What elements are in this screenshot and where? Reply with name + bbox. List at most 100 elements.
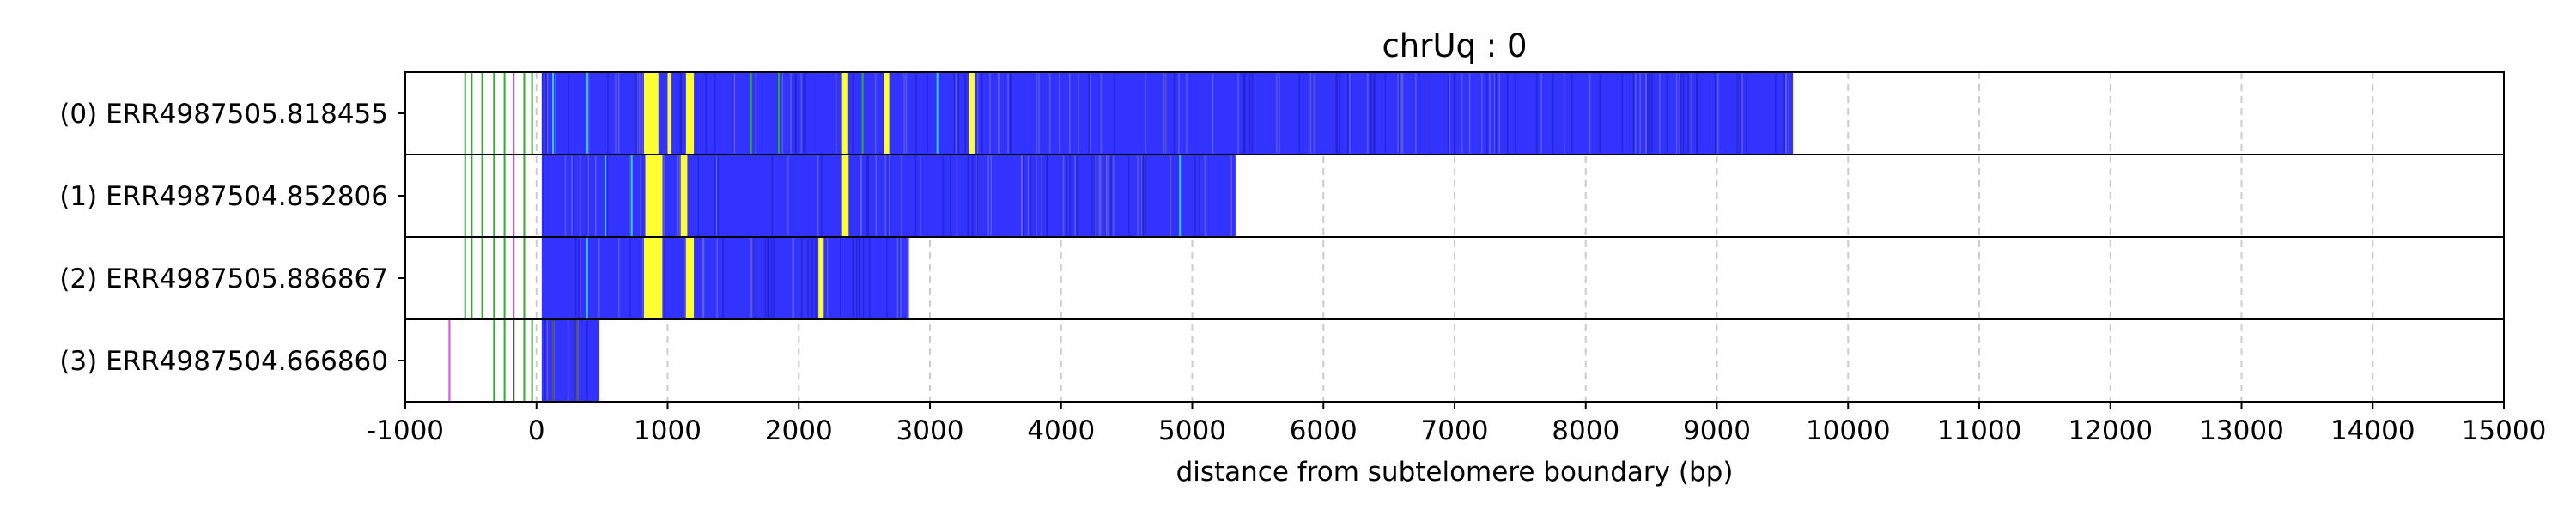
variant-mark [575, 319, 578, 402]
repeat-stripe [1204, 154, 1206, 237]
variant-mark [523, 319, 526, 402]
variant-mark [777, 72, 780, 154]
repeat-stripe [1339, 72, 1340, 154]
repeat-stripe [717, 154, 720, 237]
repeat-stripe [1680, 72, 1682, 154]
repeat-stripe [1370, 72, 1371, 154]
variant-mark [481, 237, 483, 319]
repeat-stripe [1714, 72, 1716, 154]
repeat-stripe [981, 72, 983, 154]
repeat-stripe [544, 319, 546, 402]
repeat-stripe [715, 154, 718, 237]
read-row: (2) ERR4987505.886867 [59, 236, 2505, 320]
repeat-stripe [1186, 72, 1188, 154]
repeat-stripe [967, 154, 969, 237]
repeat-stripe [1449, 72, 1451, 154]
repeat-stripe [733, 72, 736, 154]
variant-mark [464, 154, 466, 237]
repeat-stripe [826, 237, 829, 319]
variant-mark [750, 72, 752, 154]
variant-mark [969, 72, 975, 154]
repeat-stripe [1783, 72, 1786, 154]
repeat-stripe [820, 154, 823, 237]
row-label: (1) ERR4987504.852806 [59, 181, 388, 212]
repeat-stripe [1142, 154, 1144, 237]
repeat-stripe [573, 154, 575, 237]
repeat-stripe [888, 154, 890, 237]
repeat-stripe [874, 72, 877, 154]
repeat-stripe [1651, 72, 1653, 154]
repeat-stripe [920, 154, 921, 237]
repeat-stripe [858, 237, 860, 319]
repeat-stripe [615, 72, 617, 154]
x-tick-label: 5000 [1158, 415, 1226, 446]
repeat-stripe [578, 237, 580, 319]
repeat-stripe [860, 154, 862, 237]
repeat-stripe [987, 154, 989, 237]
repeat-stripe [1194, 154, 1196, 237]
repeat-stripe [545, 72, 547, 154]
x-tick-label: 3000 [896, 415, 964, 446]
repeat-stripe [697, 154, 700, 237]
repeat-stripe [1113, 72, 1115, 154]
repeat-stripe [1230, 154, 1233, 237]
repeat-stripe [1696, 72, 1698, 154]
x-tick-label: 9000 [1683, 415, 1751, 446]
repeat-stripe [1108, 154, 1109, 237]
variant-mark [481, 154, 483, 237]
repeat-stripe [716, 237, 718, 319]
variant-mark [448, 319, 451, 402]
repeat-stripe [1666, 72, 1668, 154]
repeat-stripe [1237, 72, 1239, 154]
repeat-stripe [641, 72, 644, 154]
repeat-stripe [793, 237, 795, 319]
repeat-stripe [1649, 72, 1651, 154]
repeat-stripe [1249, 72, 1251, 154]
repeat-stripe [1367, 72, 1369, 154]
repeat-stripe [953, 72, 956, 154]
repeat-stripe [815, 237, 817, 319]
repeat-stripe [677, 154, 679, 237]
repeat-stripe [764, 237, 767, 319]
repeat-stripe [1682, 72, 1685, 154]
repeat-stripe [1098, 154, 1100, 237]
variant-mark [586, 72, 588, 154]
repeat-stripe [1599, 72, 1601, 154]
repeat-stripe [868, 237, 871, 319]
x-tick-label: 15000 [2462, 415, 2547, 446]
repeat-stripe [1687, 72, 1689, 154]
repeat-stripe [1090, 72, 1091, 154]
repeat-stripe [1062, 154, 1065, 237]
x-tick-label: 8000 [1552, 415, 1619, 446]
repeat-stripe [752, 237, 754, 319]
repeat-stripe [990, 154, 992, 237]
repeat-stripe [1036, 72, 1038, 154]
variant-mark [552, 319, 555, 402]
repeat-stripe [1106, 154, 1108, 237]
repeat-stripe [1659, 72, 1661, 154]
repeat-stripe [856, 237, 858, 319]
repeat-stripe [755, 72, 756, 154]
repeat-stripe [1589, 72, 1591, 154]
repeat-stripe [606, 154, 608, 237]
variant-mark [493, 154, 495, 237]
x-tick-label: 10000 [1806, 415, 1891, 446]
variant-mark [884, 72, 890, 154]
repeat-stripe [1069, 72, 1071, 154]
repeat-stripe [1675, 72, 1678, 154]
repeat-stripe [1498, 72, 1500, 154]
repeat-stripe [907, 237, 908, 319]
repeat-stripe [1164, 72, 1167, 154]
repeat-stripe [977, 72, 979, 154]
repeat-stripe [714, 154, 716, 237]
repeat-stripe [1205, 154, 1207, 237]
variant-mark [645, 154, 663, 237]
repeat-stripe [852, 72, 854, 154]
repeat-stripe [771, 154, 774, 237]
repeat-stripe [618, 237, 620, 319]
repeat-stripe [1384, 72, 1387, 154]
repeat-block [541, 237, 909, 319]
repeat-stripe [1415, 72, 1417, 154]
repeat-stripe [1679, 72, 1680, 154]
repeat-stripe [663, 154, 665, 237]
